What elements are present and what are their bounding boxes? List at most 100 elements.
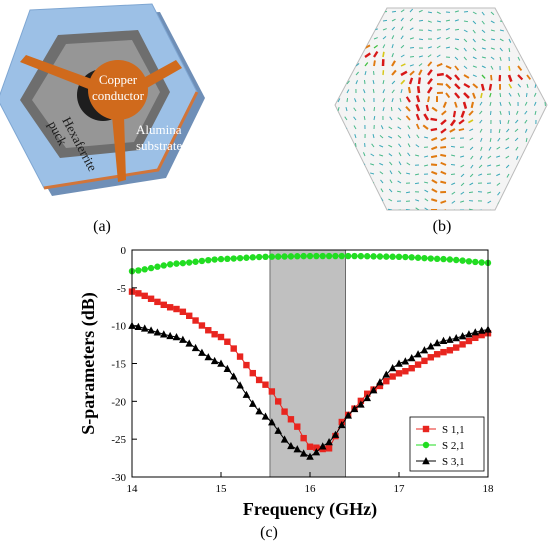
field-vector-arrow — [346, 80, 350, 85]
field-vector-arrow — [490, 11, 495, 16]
series-point — [173, 260, 180, 267]
legend-box — [409, 416, 485, 472]
field-vector-arrow — [452, 110, 457, 118]
field-vector-arrow — [481, 56, 486, 59]
series-point — [433, 351, 441, 358]
field-vector-arrow — [469, 182, 474, 186]
field-vector-arrow — [535, 47, 540, 51]
field-vector-arrow — [506, 173, 510, 178]
field-vector-arrow — [472, 38, 476, 43]
field-vector-arrow — [517, 11, 522, 15]
series-point — [192, 317, 199, 324]
field-vector-arrow — [513, 209, 519, 210]
field-vector-arrow — [472, 20, 477, 25]
field-vector-arrow — [515, 110, 519, 115]
field-vector-arrow — [409, 27, 414, 31]
field-vector-arrow — [415, 207, 420, 210]
series-point — [364, 390, 371, 397]
series-point — [426, 342, 435, 350]
field-vector-arrow — [336, 32, 342, 40]
series-point — [325, 445, 333, 452]
field-vector-arrow — [516, 155, 519, 160]
field-vector-arrow — [499, 101, 502, 106]
x-tick-label: 17 — [394, 483, 406, 495]
legend-marker — [422, 441, 430, 449]
field-vector-arrow — [405, 96, 411, 103]
field-vector-arrow — [355, 71, 360, 76]
field-vector-arrow — [430, 127, 438, 132]
field-vector-arrow — [454, 38, 460, 41]
series-point — [453, 344, 460, 351]
series-point — [262, 253, 269, 261]
field-vector-arrow — [499, 38, 504, 42]
series-point — [211, 256, 218, 263]
field-vector-arrow — [543, 200, 546, 205]
field-vector-arrow — [391, 35, 395, 40]
field-vector-arrow — [454, 19, 459, 22]
series-point — [319, 252, 326, 260]
field-vector-arrow — [542, 146, 546, 151]
series-point — [427, 354, 434, 361]
field-vector-arrow — [427, 78, 433, 85]
series-point — [477, 326, 486, 334]
field-vector-arrow — [541, 173, 546, 177]
field-vector-arrow — [373, 50, 379, 58]
field-vector-arrow — [373, 60, 376, 67]
series-point — [192, 258, 199, 265]
field-vector-arrow — [544, 110, 547, 115]
field-vector-arrow — [472, 56, 477, 60]
series-point — [350, 404, 359, 413]
field-vector-arrow — [372, 79, 375, 85]
field-vector-arrow — [463, 38, 468, 43]
series-point — [306, 452, 314, 460]
field-vector-arrow — [400, 54, 405, 58]
series-point — [337, 420, 346, 429]
field-vector-arrow — [370, 153, 375, 157]
field-vector-arrow — [364, 17, 368, 22]
field-vector-arrow — [525, 164, 528, 169]
field-vector-arrow — [440, 170, 447, 175]
series-point — [217, 333, 225, 341]
field-vector-arrow — [424, 207, 429, 210]
field-vector-arrow — [382, 28, 387, 31]
field-vector-arrow — [353, 170, 357, 175]
field-vector-arrow — [450, 154, 456, 157]
series-point — [440, 255, 447, 263]
field-vector-arrow — [470, 155, 474, 160]
field-vector-arrow — [373, 37, 378, 40]
series-point — [312, 448, 321, 456]
field-vector-arrow — [345, 169, 348, 175]
series-point — [255, 407, 263, 415]
field-plot-hexagon — [334, 7, 548, 211]
field-vector-arrow — [479, 110, 483, 115]
series-point — [236, 254, 244, 262]
field-vector-arrow — [337, 80, 340, 85]
field-vector-arrow — [397, 117, 402, 121]
series-point — [389, 373, 396, 380]
field-vector-arrow — [523, 182, 528, 186]
field-vector-arrow — [472, 11, 477, 15]
field-vector-arrow — [460, 155, 465, 158]
series-point — [300, 434, 307, 442]
field-vector-arrow — [463, 92, 470, 99]
field-vector-arrow — [490, 20, 495, 24]
series-point — [173, 305, 180, 313]
field-vector-arrow — [362, 152, 366, 157]
field-vector-arrow — [489, 92, 492, 98]
x-axis-label: Frequency (GHz) — [243, 499, 377, 520]
series-point — [280, 435, 289, 443]
field-vector-arrow — [335, 134, 339, 139]
series-point — [306, 443, 314, 450]
field-vector-arrow — [416, 134, 420, 139]
series-point — [331, 430, 340, 438]
field-vector-arrow — [398, 161, 402, 166]
field-vector-arrow — [355, 34, 359, 40]
field-vector-arrow — [382, 35, 387, 40]
field-vector-arrow — [496, 173, 501, 177]
field-vector-arrow — [522, 200, 528, 203]
field-vector-arrow — [382, 51, 385, 58]
field-vector-arrow — [535, 11, 538, 16]
field-vector-arrow — [353, 125, 357, 130]
field-vector-arrow — [449, 128, 456, 133]
field-vector-arrow — [507, 74, 513, 82]
